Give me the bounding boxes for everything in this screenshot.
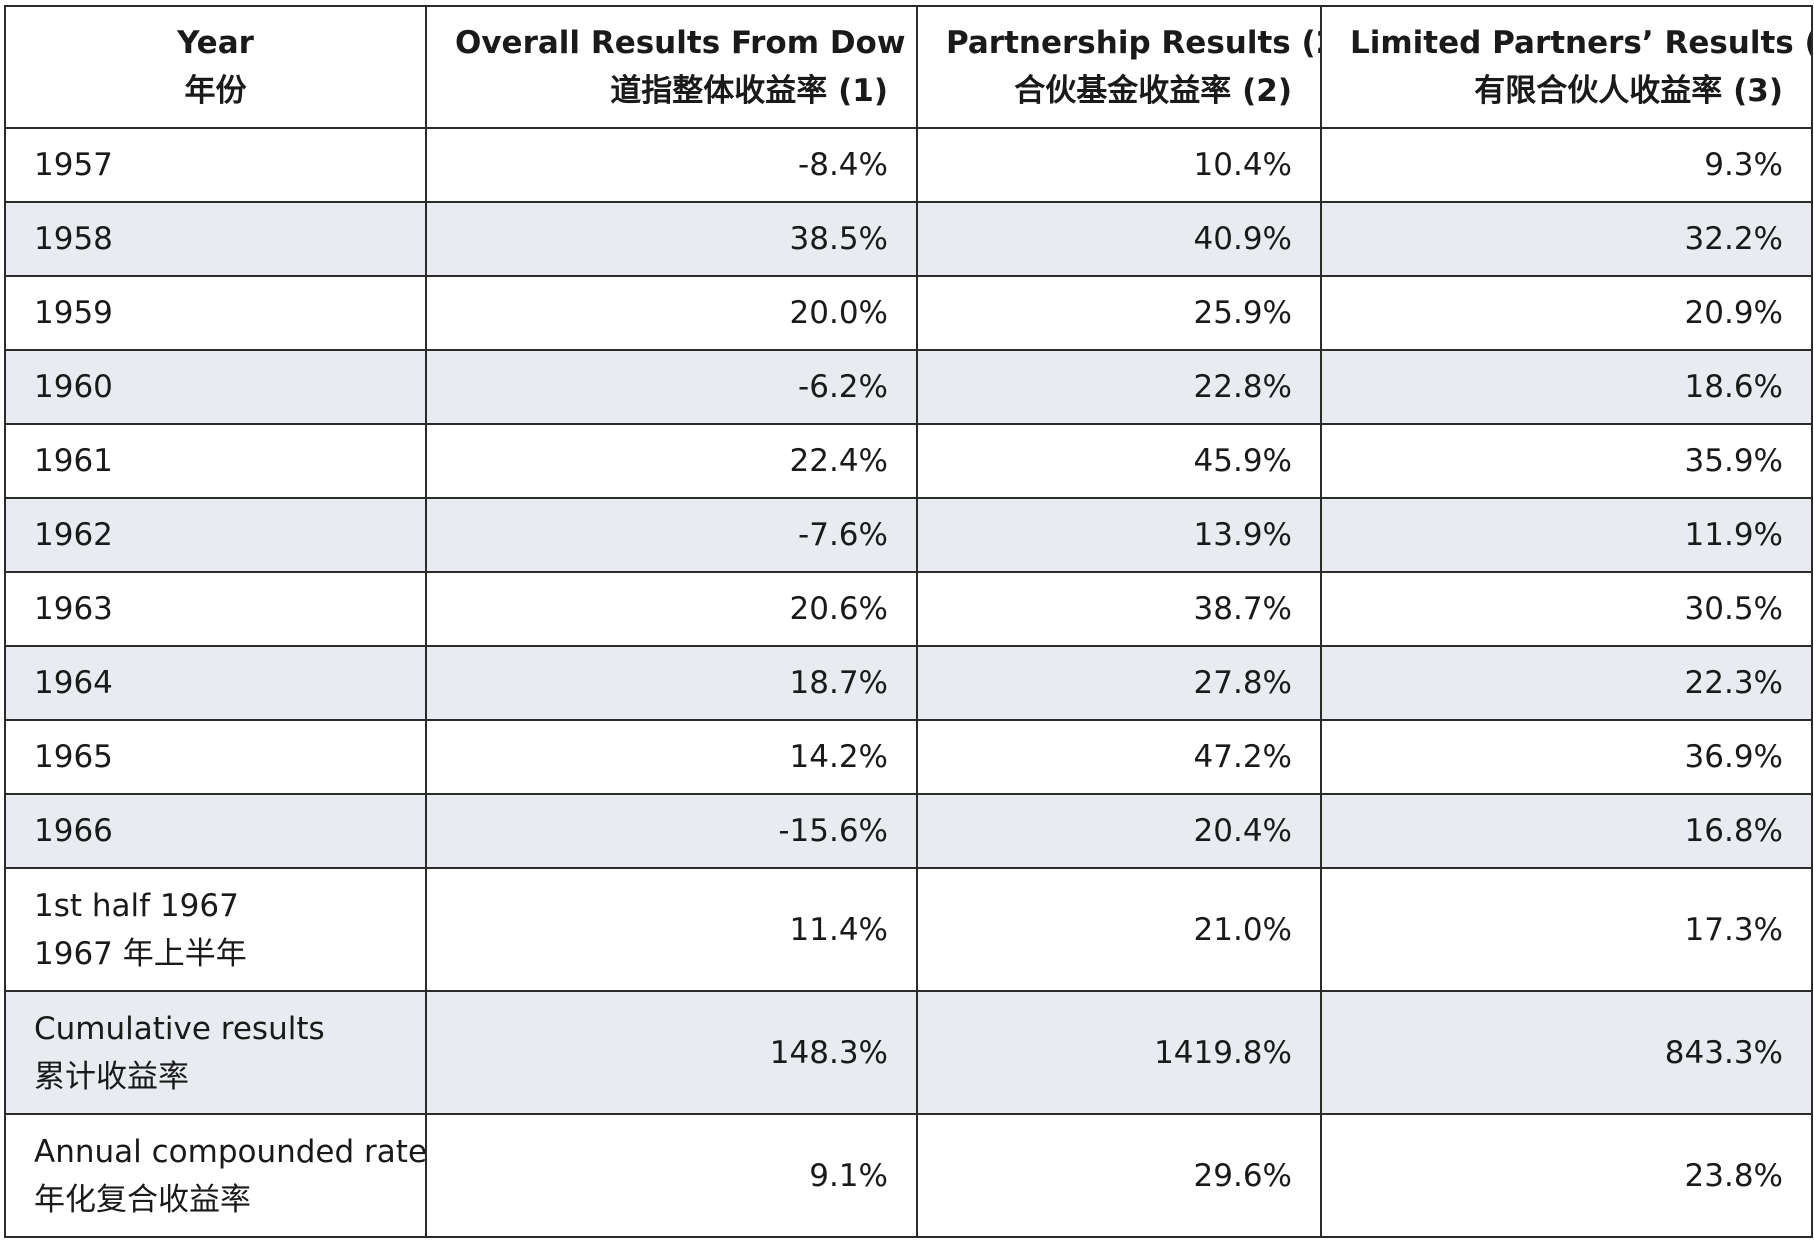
year-cell: 1966 xyxy=(4,793,427,869)
partnership-cell: 21.0% xyxy=(916,867,1322,992)
table-row: 1965 14.2% 47.2% 36.9% xyxy=(4,719,1813,795)
dow-cell: -6.2% xyxy=(425,349,918,425)
header-year-zh: 年份 xyxy=(184,73,247,109)
header-year-en: Year xyxy=(177,25,254,61)
limited-cell: 32.2% xyxy=(1320,201,1813,277)
summary-label-cell: 1st half 1967 1967 年上半年 xyxy=(4,867,427,992)
year-cell: 1958 xyxy=(4,201,427,277)
table-row: 1959 20.0% 25.9% 20.9% xyxy=(4,275,1813,351)
dow-cell: 20.6% xyxy=(425,571,918,647)
limited-cell: 18.6% xyxy=(1320,349,1813,425)
summary-label-en: Cumulative results xyxy=(34,1010,325,1047)
partnership-cell: 27.8% xyxy=(916,645,1322,721)
dow-cell: 20.0% xyxy=(425,275,918,351)
limited-cell: 843.3% xyxy=(1320,990,1813,1115)
partnership-cell: 13.9% xyxy=(916,497,1322,573)
partnership-cell: 29.6% xyxy=(916,1113,1322,1238)
partnership-cell: 45.9% xyxy=(916,423,1322,499)
limited-cell: 36.9% xyxy=(1320,719,1813,795)
table-row: 1960 -6.2% 22.8% 18.6% xyxy=(4,349,1813,425)
summary-label-en: 1st half 1967 xyxy=(34,887,239,924)
year-cell: 1962 xyxy=(4,497,427,573)
table-body: 1957 -8.4% 10.4% 9.3% 1958 38.5% 40.9% 3… xyxy=(4,127,1813,1238)
year-cell: 1965 xyxy=(4,719,427,795)
dow-cell: -7.6% xyxy=(425,497,918,573)
summary-label-zh: 年化复合收益率 xyxy=(34,1181,251,1218)
partnership-cell: 1419.8% xyxy=(916,990,1322,1115)
partnership-cell: 20.4% xyxy=(916,793,1322,869)
limited-cell: 35.9% xyxy=(1320,423,1813,499)
dow-cell: 18.7% xyxy=(425,645,918,721)
dow-cell: 148.3% xyxy=(425,990,918,1115)
table-header: Year 年份 Overall Results From Dow (1) 道指整… xyxy=(4,5,1813,129)
table-row: 1958 38.5% 40.9% 32.2% xyxy=(4,201,1813,277)
table-row: 1961 22.4% 45.9% 35.9% xyxy=(4,423,1813,499)
results-table: Year 年份 Overall Results From Dow (1) 道指整… xyxy=(4,5,1813,1238)
table-row: 1964 18.7% 27.8% 22.3% xyxy=(4,645,1813,721)
table-row: 1962 -7.6% 13.9% 11.9% xyxy=(4,497,1813,573)
summary-label-zh: 累计收益率 xyxy=(34,1058,189,1095)
header-partnership: Partnership Results (2) 合伙基金收益率 (2) xyxy=(916,5,1322,129)
limited-cell: 9.3% xyxy=(1320,127,1813,203)
dow-cell: 11.4% xyxy=(425,867,918,992)
header-limited: Limited Partners’ Results (3) 有限合伙人收益率 (… xyxy=(1320,5,1813,129)
limited-cell: 16.8% xyxy=(1320,793,1813,869)
summary-row-cumulative: Cumulative results 累计收益率 148.3% 1419.8% … xyxy=(4,990,1813,1115)
dow-cell: 22.4% xyxy=(425,423,918,499)
results-table-container: Year 年份 Overall Results From Dow (1) 道指整… xyxy=(4,5,1813,1238)
summary-label-cell: Annual compounded rate 年化复合收益率 xyxy=(4,1113,427,1238)
table-row: 1957 -8.4% 10.4% 9.3% xyxy=(4,127,1813,203)
limited-cell: 20.9% xyxy=(1320,275,1813,351)
year-cell: 1959 xyxy=(4,275,427,351)
dow-cell: 14.2% xyxy=(425,719,918,795)
summary-label-en: Annual compounded rate xyxy=(34,1133,426,1170)
header-partnership-zh: 合伙基金收益率 (2) xyxy=(1014,73,1292,109)
table-row: 1966 -15.6% 20.4% 16.8% xyxy=(4,793,1813,869)
partnership-cell: 47.2% xyxy=(916,719,1322,795)
year-cell: 1960 xyxy=(4,349,427,425)
year-cell: 1961 xyxy=(4,423,427,499)
partnership-cell: 25.9% xyxy=(916,275,1322,351)
limited-cell: 11.9% xyxy=(1320,497,1813,573)
header-dow: Overall Results From Dow (1) 道指整体收益率 (1) xyxy=(425,5,918,129)
partnership-cell: 38.7% xyxy=(916,571,1322,647)
summary-label-zh: 1967 年上半年 xyxy=(34,935,247,972)
year-cell: 1963 xyxy=(4,571,427,647)
limited-cell: 22.3% xyxy=(1320,645,1813,721)
dow-cell: 38.5% xyxy=(425,201,918,277)
header-dow-zh: 道指整体收益率 (1) xyxy=(610,73,888,109)
header-year: Year 年份 xyxy=(4,5,427,129)
header-limited-zh: 有限合伙人收益率 (3) xyxy=(1474,73,1783,109)
table-row: 1963 20.6% 38.7% 30.5% xyxy=(4,571,1813,647)
limited-cell: 30.5% xyxy=(1320,571,1813,647)
summary-row-annual-compounded: Annual compounded rate 年化复合收益率 9.1% 29.6… xyxy=(4,1113,1813,1238)
header-row: Year 年份 Overall Results From Dow (1) 道指整… xyxy=(4,5,1813,129)
year-cell: 1964 xyxy=(4,645,427,721)
dow-cell: -8.4% xyxy=(425,127,918,203)
dow-cell: -15.6% xyxy=(425,793,918,869)
summary-label-cell: Cumulative results 累计收益率 xyxy=(4,990,427,1115)
header-partnership-en: Partnership Results (2) xyxy=(946,25,1321,61)
year-cell: 1957 xyxy=(4,127,427,203)
partnership-cell: 10.4% xyxy=(916,127,1322,203)
dow-cell: 9.1% xyxy=(425,1113,918,1238)
limited-cell: 23.8% xyxy=(1320,1113,1813,1238)
header-limited-en: Limited Partners’ Results (3) xyxy=(1350,25,1812,61)
partnership-cell: 40.9% xyxy=(916,201,1322,277)
header-dow-en: Overall Results From Dow (1) xyxy=(455,25,917,61)
summary-row-first-half-1967: 1st half 1967 1967 年上半年 11.4% 21.0% 17.3… xyxy=(4,867,1813,992)
partnership-cell: 22.8% xyxy=(916,349,1322,425)
limited-cell: 17.3% xyxy=(1320,867,1813,992)
